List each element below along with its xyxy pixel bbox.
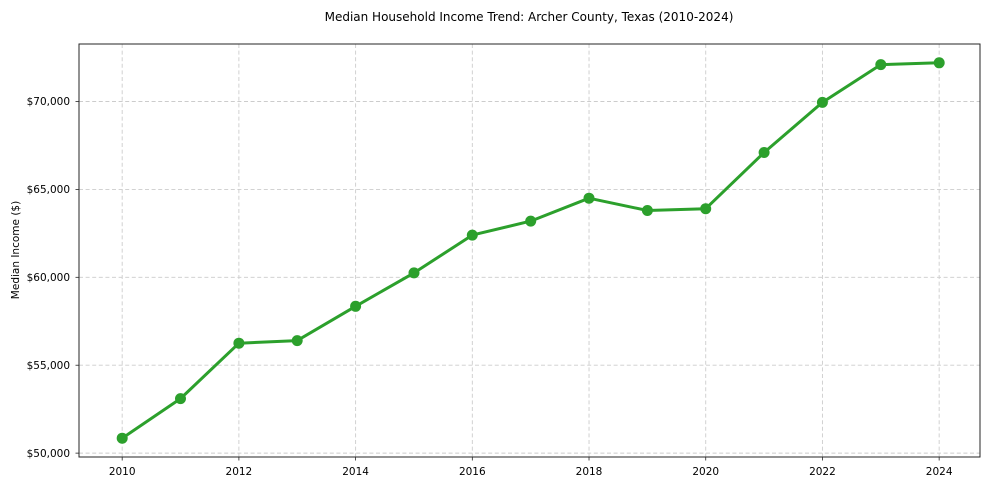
chart-title: Median Household Income Trend: Archer Co… (325, 10, 734, 24)
y-tick-label: $55,000 (27, 360, 70, 372)
data-point (291, 335, 303, 347)
data-point (758, 147, 770, 158)
data-point (116, 432, 128, 444)
data-point (583, 192, 595, 204)
data-point (816, 96, 828, 108)
y-tick-label: $60,000 (27, 272, 70, 284)
x-tick-label: 2024 (926, 466, 953, 478)
data-point (875, 59, 887, 71)
x-tick-label: 2012 (226, 466, 253, 478)
data-point (933, 57, 945, 69)
x-tick-label: 2018 (576, 466, 603, 478)
trend-line (120, 61, 941, 440)
series-layer (116, 57, 945, 444)
x-tick-label: 2010 (109, 466, 136, 478)
data-point (466, 229, 478, 241)
y-tick-label: $50,000 (27, 448, 70, 460)
grid-layer (79, 44, 980, 457)
data-point (408, 267, 420, 279)
data-point (233, 337, 245, 349)
y-tick-label: $65,000 (27, 184, 70, 196)
y-tick-label: $70,000 (27, 96, 70, 108)
data-point (175, 393, 186, 405)
x-tick-label: 2022 (809, 466, 836, 478)
x-tick-label: 2014 (342, 466, 369, 478)
x-tick-label: 2016 (459, 466, 486, 478)
y-axis-label: Median Income ($) (10, 201, 22, 299)
x-tick-label: 2020 (692, 466, 719, 478)
plot-border (78, 43, 981, 458)
data-point (525, 215, 537, 227)
data-point (700, 203, 712, 215)
data-point (641, 205, 653, 216)
axis-ticks: $50,000 $55,000 $60,000 $65,000 $70,000 2010 2… (27, 96, 953, 478)
data-point (350, 300, 362, 312)
